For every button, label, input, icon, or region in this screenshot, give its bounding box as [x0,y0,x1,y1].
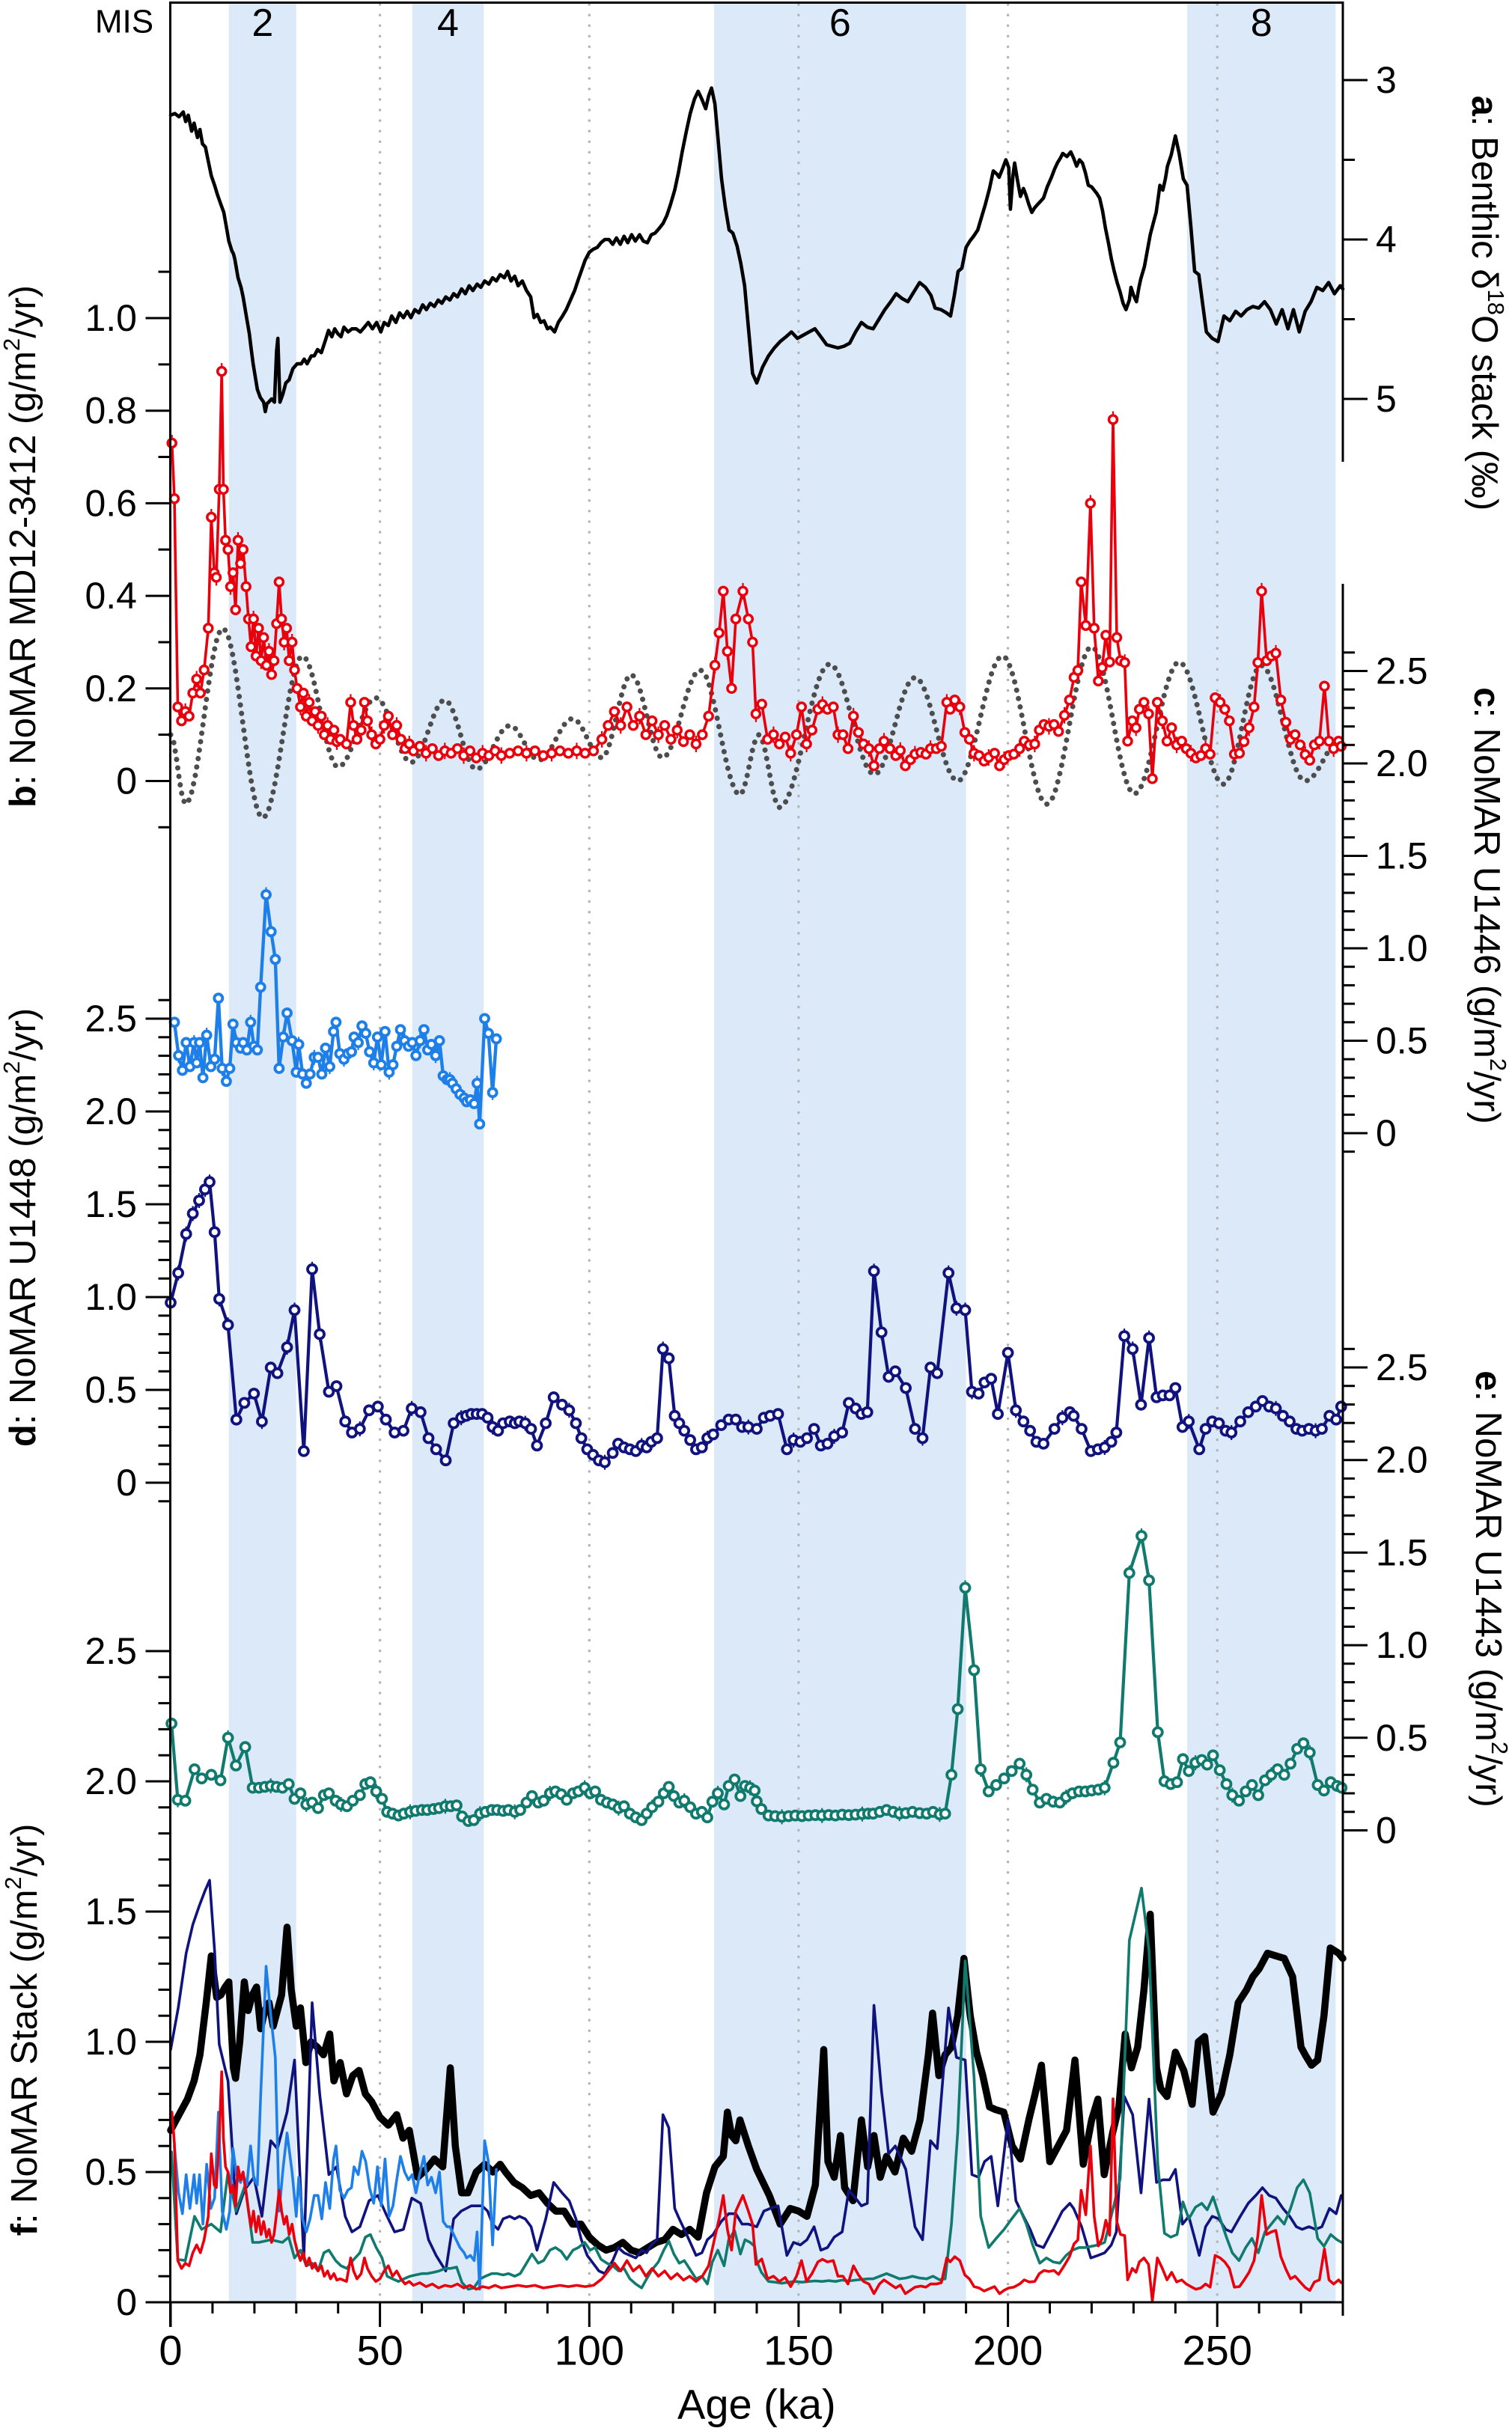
svg-text:0.8: 0.8 [85,390,137,432]
svg-text:0.5: 0.5 [85,2151,137,2193]
svg-text:f: NoMAR Stack (g/m2/yr): f: NoMAR Stack (g/m2/yr) [0,1824,45,2236]
svg-text:d: NoMAR U1448 (g/m2/yr): d: NoMAR U1448 (g/m2/yr) [0,1008,43,1447]
svg-text:1.5: 1.5 [85,1183,137,1225]
svg-text:1.0: 1.0 [1376,927,1428,969]
svg-text:200: 200 [973,2327,1043,2374]
svg-text:1.5: 1.5 [1376,835,1428,877]
svg-text:4: 4 [1376,219,1397,260]
svg-text:2.5: 2.5 [85,1630,137,1672]
svg-text:0: 0 [159,2327,182,2374]
svg-text:2.0: 2.0 [1376,742,1428,784]
svg-text:3: 3 [1376,59,1397,101]
svg-text:2.0: 2.0 [85,1760,137,1802]
svg-text:250: 250 [1182,2327,1252,2374]
svg-text:5: 5 [1376,378,1397,420]
svg-text:2: 2 [252,1,273,45]
svg-text:0.5: 0.5 [1376,1020,1428,1062]
svg-text:2.5: 2.5 [85,998,137,1040]
svg-text:50: 50 [356,2327,403,2374]
svg-text:1.0: 1.0 [85,297,137,339]
svg-text:1.0: 1.0 [85,1276,137,1318]
svg-text:2.5: 2.5 [1376,1346,1428,1388]
svg-text:e: NoMAR U1443 (g/m2/yr): e: NoMAR U1443 (g/m2/yr) [1468,1370,1512,1808]
svg-text:6: 6 [829,1,851,45]
svg-text:0: 0 [116,1462,137,1504]
svg-text:8: 8 [1251,1,1272,45]
svg-text:0.2: 0.2 [85,668,137,710]
svg-text:0: 0 [116,2281,137,2323]
svg-text:1.0: 1.0 [85,2021,137,2063]
svg-text:0.6: 0.6 [85,482,137,524]
svg-text:c: NoMAR U1446 (g/m2/yr): c: NoMAR U1446 (g/m2/yr) [1466,687,1512,1124]
svg-text:0.4: 0.4 [85,575,137,617]
svg-text:150: 150 [763,2327,833,2374]
svg-text:0: 0 [1376,1810,1397,1852]
svg-text:2.0: 2.0 [85,1091,137,1132]
svg-text:4: 4 [437,1,459,45]
svg-text:b: NoMAR MD12-3412 (g/m2/yr): b: NoMAR MD12-3412 (g/m2/yr) [0,285,43,808]
svg-text:1.5: 1.5 [85,1891,137,1933]
svg-text:2.0: 2.0 [1376,1439,1428,1481]
svg-text:0.5: 0.5 [1376,1717,1428,1759]
svg-text:Age (ka): Age (ka) [677,2381,836,2428]
svg-text:100: 100 [555,2327,624,2374]
svg-text:1.5: 1.5 [1376,1531,1428,1573]
svg-text:0: 0 [116,760,137,802]
svg-text:0.5: 0.5 [85,1369,137,1411]
svg-text:1.0: 1.0 [1376,1624,1428,1666]
svg-text:0: 0 [1376,1112,1397,1154]
svg-text:2.5: 2.5 [1376,650,1428,692]
svg-text:MIS: MIS [95,4,153,40]
